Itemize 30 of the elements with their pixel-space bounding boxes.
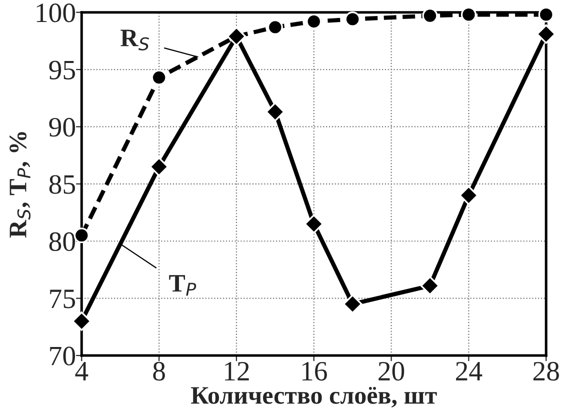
y-axis-title: R$_{S}$, T$_{P}$, %	[10, 132, 31, 238]
x-tick-label: 8	[153, 362, 165, 381]
point	[344, 11, 360, 27]
y-tick-label: 70	[50, 346, 76, 366]
x-tick-label: 12	[225, 362, 249, 380]
point	[422, 8, 438, 24]
x-tick-label: 4	[75, 362, 88, 380]
point	[420, 276, 440, 296]
x-tick-label: 24	[456, 362, 482, 380]
point	[342, 294, 362, 314]
annotation: R$_{S}$	[120, 30, 149, 51]
y-tick-label: 80	[49, 232, 76, 252]
point	[459, 186, 478, 206]
annotation: T$_{P}$	[169, 275, 196, 296]
y-tick-label: 90	[49, 118, 76, 137]
x-tick-label: 20	[378, 362, 404, 381]
point	[306, 14, 322, 30]
y-tick-label: 100	[36, 3, 76, 22]
point	[267, 19, 283, 35]
y-tick-label: 95	[49, 60, 75, 80]
x-tick-label: 16	[302, 362, 327, 381]
x-tick-label: 28	[533, 362, 559, 381]
y-tick-label: 75	[50, 290, 75, 308]
y-tick-label: 85	[49, 175, 75, 194]
point	[74, 228, 90, 244]
point	[151, 70, 167, 86]
point	[538, 6, 554, 22]
point	[460, 6, 476, 22]
point	[536, 24, 556, 44]
x-axis-title: Количество слоёв, шт	[191, 386, 437, 408]
